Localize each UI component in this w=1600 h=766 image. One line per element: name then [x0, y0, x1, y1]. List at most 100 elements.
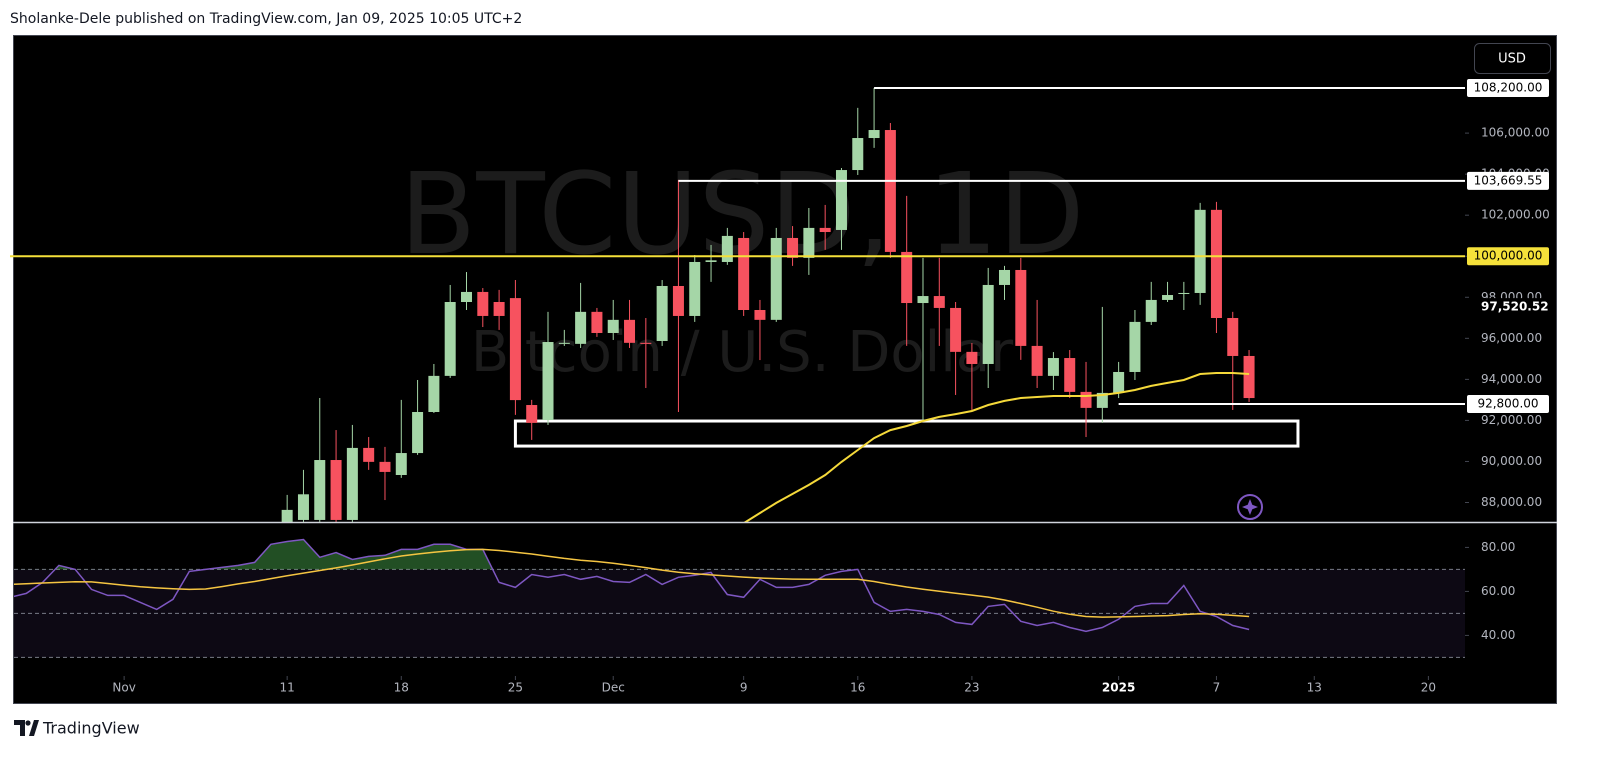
x-tick-label: 23	[964, 681, 979, 695]
level-label: 97,520.52	[1481, 300, 1549, 314]
icon-ring[interactable]	[1237, 494, 1263, 520]
level-label: 108,200.00	[1474, 80, 1543, 94]
x-tick-label: 7	[1213, 681, 1221, 695]
candle-body	[868, 130, 880, 139]
x-tick-label: 11	[280, 681, 295, 695]
currency-label[interactable]: USD	[1498, 52, 1526, 67]
candle-body	[852, 138, 864, 171]
candle-body	[591, 311, 603, 333]
x-tick-label: 20	[1421, 681, 1436, 695]
candle-body	[689, 261, 701, 316]
candle-body	[428, 375, 440, 412]
y-tick-label: 106,000.00	[1481, 126, 1550, 140]
candle-body	[493, 301, 505, 316]
y-tick-label: 40.00	[1481, 628, 1515, 642]
x-tick-label: 25	[508, 681, 523, 695]
currency-button[interactable]	[1474, 43, 1551, 74]
candle-body	[835, 170, 847, 230]
candle-body	[884, 130, 896, 252]
footer-logo	[14, 720, 39, 736]
candle-body	[770, 237, 782, 320]
candle-body	[607, 319, 619, 333]
candle-body	[575, 311, 587, 344]
candle-body	[526, 405, 538, 423]
candle-body	[1031, 345, 1043, 376]
candle-body	[705, 260, 717, 262]
candle-body	[542, 342, 554, 421]
candle-body	[624, 319, 636, 343]
x-tick-label: 16	[850, 681, 865, 695]
candle-body	[1210, 209, 1222, 319]
icon-star[interactable]	[1242, 499, 1258, 515]
candle-body	[1145, 299, 1157, 322]
candle-body	[819, 227, 831, 233]
candle-body	[672, 285, 684, 316]
x-tick-label: Dec	[602, 681, 625, 695]
drawing-icon[interactable]	[1237, 494, 1263, 520]
candle-body	[1096, 392, 1108, 408]
candle-body	[346, 447, 358, 520]
x-tick-label: 9	[740, 681, 748, 695]
x-tick-label: 2025	[1102, 681, 1135, 695]
candle-body	[1129, 321, 1141, 372]
support-zone	[513, 419, 1300, 448]
x-tick-label: 13	[1307, 681, 1322, 695]
candle-body	[1194, 209, 1206, 293]
y-tick-label: 80.00	[1481, 540, 1515, 554]
price-pane	[281, 87, 1300, 522]
footer-text: TradingView	[42, 719, 140, 738]
candle-body	[314, 460, 326, 520]
logo-mark	[29, 720, 39, 736]
x-tick-label: Nov	[112, 681, 135, 695]
chart-frame	[13, 35, 1557, 704]
x-tick-label: 18	[394, 681, 409, 695]
candle-body	[640, 342, 652, 344]
candle-body	[1243, 355, 1255, 399]
y-tick-label: 94,000.00	[1481, 372, 1542, 386]
axes: 88,000.00 90,000.00 92,000.00 94,000.00 96,0…	[10, 78, 1550, 695]
candle-body	[395, 453, 407, 476]
candle-body	[901, 251, 913, 304]
rsi-pane	[14, 538, 1465, 658]
y-tick-label: 102,000.00	[1481, 208, 1550, 222]
candle-body	[330, 460, 342, 520]
candle-body	[281, 509, 293, 522]
candle-body	[412, 411, 424, 454]
moving-average	[743, 372, 1250, 522]
candle-body	[1178, 292, 1190, 294]
level-box	[1467, 78, 1549, 97]
candle-body	[803, 227, 815, 258]
candle-body	[721, 235, 733, 262]
candle-body	[982, 284, 994, 364]
level-box	[1467, 247, 1549, 266]
candle-body	[787, 237, 799, 258]
level-label: 92,800.00	[1477, 396, 1538, 410]
candle-body	[966, 351, 978, 364]
logo-dot	[25, 720, 31, 726]
candle-body	[950, 307, 962, 352]
logo-mark	[14, 720, 25, 736]
level-label: 103,669.55	[1474, 173, 1543, 187]
candle-body	[363, 447, 375, 462]
candle-body	[1047, 358, 1059, 376]
candle-body	[1113, 371, 1125, 393]
y-tick-label: 88,000.00	[1481, 495, 1542, 509]
y-tick-label: 90,000.00	[1481, 454, 1542, 468]
watermark-subtitle: Bitcoin / U.S. Dollar	[471, 320, 1014, 385]
header: Sholanke-Dele published on TradingView.c…	[10, 11, 522, 27]
candle-body	[460, 291, 472, 302]
candle-body	[917, 296, 929, 304]
level-label: 100,000.00	[1474, 249, 1543, 263]
candle-body	[477, 291, 489, 316]
y-tick-label: 60.00	[1481, 584, 1515, 598]
candle-body	[444, 301, 456, 376]
candle-body	[738, 237, 750, 311]
rsi-line	[14, 548, 1250, 618]
candle-body	[1162, 295, 1174, 300]
y-tick-label: 92,000.00	[1481, 413, 1542, 427]
candle-body	[1227, 318, 1239, 356]
candle-body	[379, 461, 391, 472]
level-box	[1467, 298, 1549, 317]
level-box	[1467, 171, 1549, 190]
candle-body	[933, 296, 945, 308]
